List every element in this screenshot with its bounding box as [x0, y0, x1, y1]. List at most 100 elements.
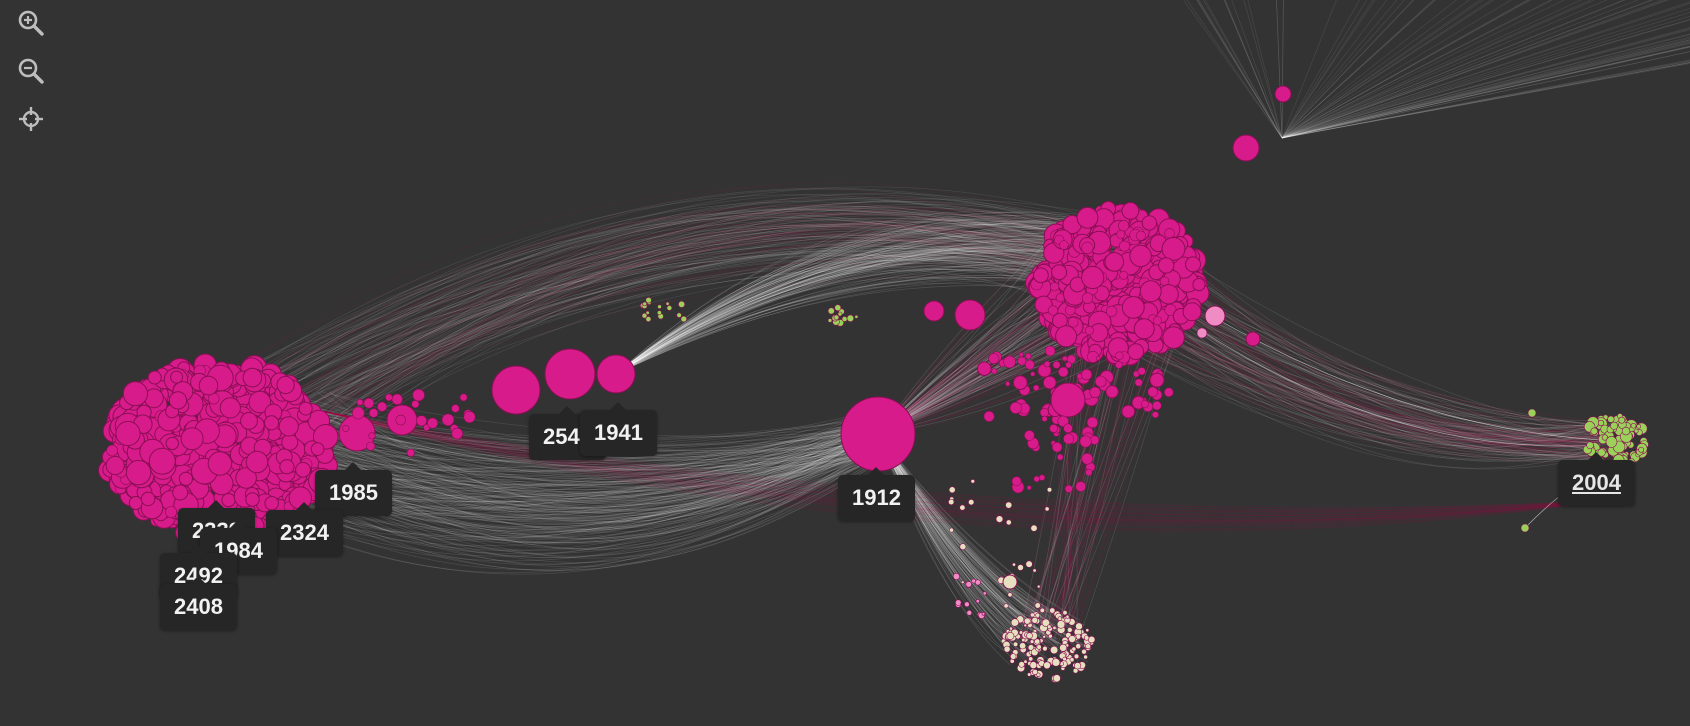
graph-node[interactable] [642, 301, 647, 307]
graph-node[interactable] [427, 417, 439, 429]
graph-node[interactable] [1026, 485, 1032, 491]
graph-node[interactable] [1153, 316, 1163, 326]
graph-node[interactable] [1068, 635, 1076, 643]
graph-node[interactable] [1115, 351, 1124, 360]
graph-node[interactable] [1063, 423, 1073, 434]
graph-node[interactable] [1618, 416, 1626, 424]
graph-node[interactable] [1105, 385, 1119, 399]
graph-node[interactable] [1034, 602, 1041, 609]
graph-node[interactable] [263, 415, 280, 431]
graph-node[interactable] [1026, 632, 1033, 640]
graph-node[interactable] [281, 433, 299, 451]
graph-node[interactable] [1021, 637, 1026, 643]
graph-node[interactable] [1152, 400, 1162, 411]
graph-node[interactable] [1042, 634, 1046, 639]
graph-node[interactable] [1044, 345, 1056, 357]
graph-node[interactable] [964, 601, 970, 608]
graph-node[interactable] [1028, 656, 1034, 662]
graph-node[interactable] [1141, 215, 1158, 231]
graph-node[interactable] [1196, 327, 1208, 339]
graph-node[interactable] [1019, 642, 1027, 650]
graph-node[interactable] [1601, 434, 1608, 441]
graph-node[interactable] [1065, 361, 1072, 369]
graph-node[interactable] [1161, 237, 1186, 261]
graph-node[interactable] [1076, 206, 1099, 229]
graph-node[interactable] [165, 506, 177, 518]
graph-node[interactable] [240, 412, 258, 430]
graph-node[interactable] [1012, 641, 1019, 647]
graph-node[interactable] [1137, 367, 1146, 376]
graph-node[interactable] [1039, 407, 1050, 418]
graph-node[interactable] [641, 312, 648, 319]
graph-node[interactable] [310, 442, 325, 456]
graph-node[interactable] [1025, 352, 1032, 360]
graph-node[interactable] [165, 436, 180, 451]
graph-node[interactable] [1041, 618, 1050, 627]
graph-node[interactable] [122, 381, 148, 407]
graph-node[interactable] [1055, 325, 1078, 348]
graph-node[interactable] [264, 496, 280, 511]
graph-node[interactable] [178, 471, 193, 486]
graph-node[interactable] [1003, 645, 1011, 653]
graph-node[interactable] [356, 398, 364, 406]
graph-node[interactable] [977, 361, 992, 377]
graph-node[interactable] [1590, 427, 1598, 435]
graph-node[interactable] [1058, 366, 1069, 378]
graph-node[interactable] [115, 420, 141, 447]
graph-node[interactable] [1133, 318, 1155, 340]
graph-node[interactable] [1083, 654, 1088, 660]
graph-node[interactable] [923, 300, 945, 322]
graph-node[interactable] [1041, 415, 1048, 422]
graph-node[interactable] [645, 316, 652, 322]
graph-node[interactable] [1105, 305, 1118, 318]
graph-node[interactable] [1047, 624, 1052, 629]
graph-node[interactable] [1232, 134, 1260, 162]
graph-node[interactable] [248, 390, 272, 414]
graph-node[interactable] [1018, 661, 1025, 668]
graph-node[interactable] [1012, 375, 1028, 391]
graph-node[interactable] [955, 599, 962, 606]
graph-node[interactable] [1071, 646, 1077, 652]
graph-node[interactable] [1095, 355, 1101, 361]
graph-node[interactable] [128, 496, 143, 510]
graph-node[interactable] [219, 397, 241, 419]
center-view-button[interactable] [14, 102, 48, 136]
graph-node[interactable] [676, 312, 682, 318]
graph-node[interactable] [1158, 284, 1179, 305]
graph-node[interactable] [948, 498, 955, 506]
graph-node[interactable] [1039, 607, 1045, 614]
graph-node[interactable] [170, 370, 184, 384]
graph-node[interactable] [1081, 292, 1094, 304]
graph-node[interactable] [1140, 400, 1149, 409]
graph-node[interactable] [854, 314, 859, 319]
graph-node[interactable] [1030, 524, 1038, 532]
graph-node[interactable] [954, 299, 986, 331]
graph-node[interactable] [1046, 487, 1053, 493]
zoom-in-button[interactable] [14, 6, 48, 40]
graph-node[interactable] [1051, 658, 1061, 667]
graph-node[interactable] [1075, 481, 1086, 492]
graph-node[interactable] [949, 527, 954, 533]
graph-node[interactable] [1043, 360, 1051, 368]
graph-node[interactable] [441, 413, 455, 426]
graph-node[interactable] [1149, 372, 1165, 388]
graph-node[interactable] [1129, 244, 1152, 268]
graph-node[interactable] [827, 307, 835, 315]
graph-node[interactable] [1011, 476, 1022, 487]
graph-node[interactable] [1127, 343, 1145, 361]
graph-node[interactable] [1012, 562, 1016, 567]
graph-node[interactable] [235, 467, 257, 489]
graph-node[interactable] [1024, 359, 1035, 370]
graph-node[interactable] [1043, 661, 1051, 670]
graph-node[interactable] [278, 416, 299, 437]
graph-node[interactable] [1049, 282, 1060, 292]
graph-node[interactable] [1049, 607, 1056, 614]
graph-node[interactable] [451, 404, 460, 413]
graph-node[interactable] [834, 304, 842, 312]
graph-node[interactable] [1075, 622, 1083, 631]
graph-node[interactable] [279, 459, 295, 475]
graph-node[interactable] [1042, 645, 1048, 652]
graph-node[interactable] [1192, 278, 1206, 292]
graph-node[interactable] [965, 581, 972, 588]
graph-node[interactable] [463, 410, 476, 423]
